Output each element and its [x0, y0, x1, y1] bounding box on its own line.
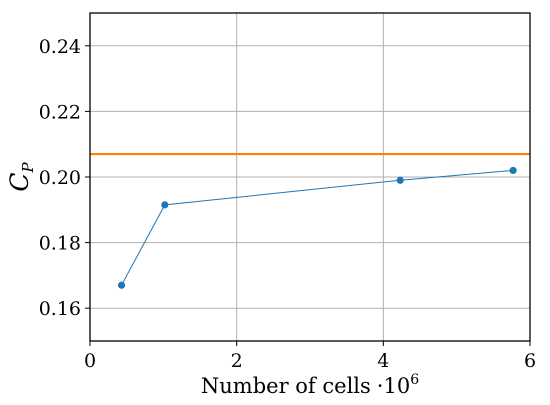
x-tick-label: 4 — [377, 350, 389, 372]
y-tick-label: 0.22 — [39, 101, 81, 123]
data-point — [509, 166, 517, 175]
y-axis-ticks: 0.16 0.18 0.20 0.22 0.24 — [39, 36, 90, 320]
x-tick-label: 0 — [84, 350, 96, 372]
x-axis-label-text: Number of cells — [201, 374, 371, 398]
x-axis-ticks: 0 2 4 6 — [84, 341, 536, 372]
data-point — [117, 281, 126, 289]
x-axis-label-exponent: 6 — [410, 372, 419, 388]
series-group — [117, 166, 517, 289]
x-tick-label: 6 — [524, 350, 536, 372]
x-axis-label-factor: ·10 — [377, 374, 410, 398]
data-point — [396, 176, 404, 184]
y-tick-label: 0.16 — [39, 298, 81, 320]
data-point — [161, 201, 169, 209]
y-tick-label: 0.18 — [39, 233, 81, 255]
y-tick-label: 0.20 — [39, 167, 81, 189]
x-tick-label: 2 — [231, 350, 243, 372]
y-axis-label-sub: P — [19, 161, 37, 173]
y-axis-label: CP — [5, 161, 37, 191]
grid — [89, 13, 531, 341]
y-tick-label: 0.24 — [39, 36, 81, 58]
series-line — [121, 169, 514, 286]
x-axis-label: Number of cells ·106 — [201, 372, 419, 398]
y-axis-label-main: C — [5, 172, 34, 191]
